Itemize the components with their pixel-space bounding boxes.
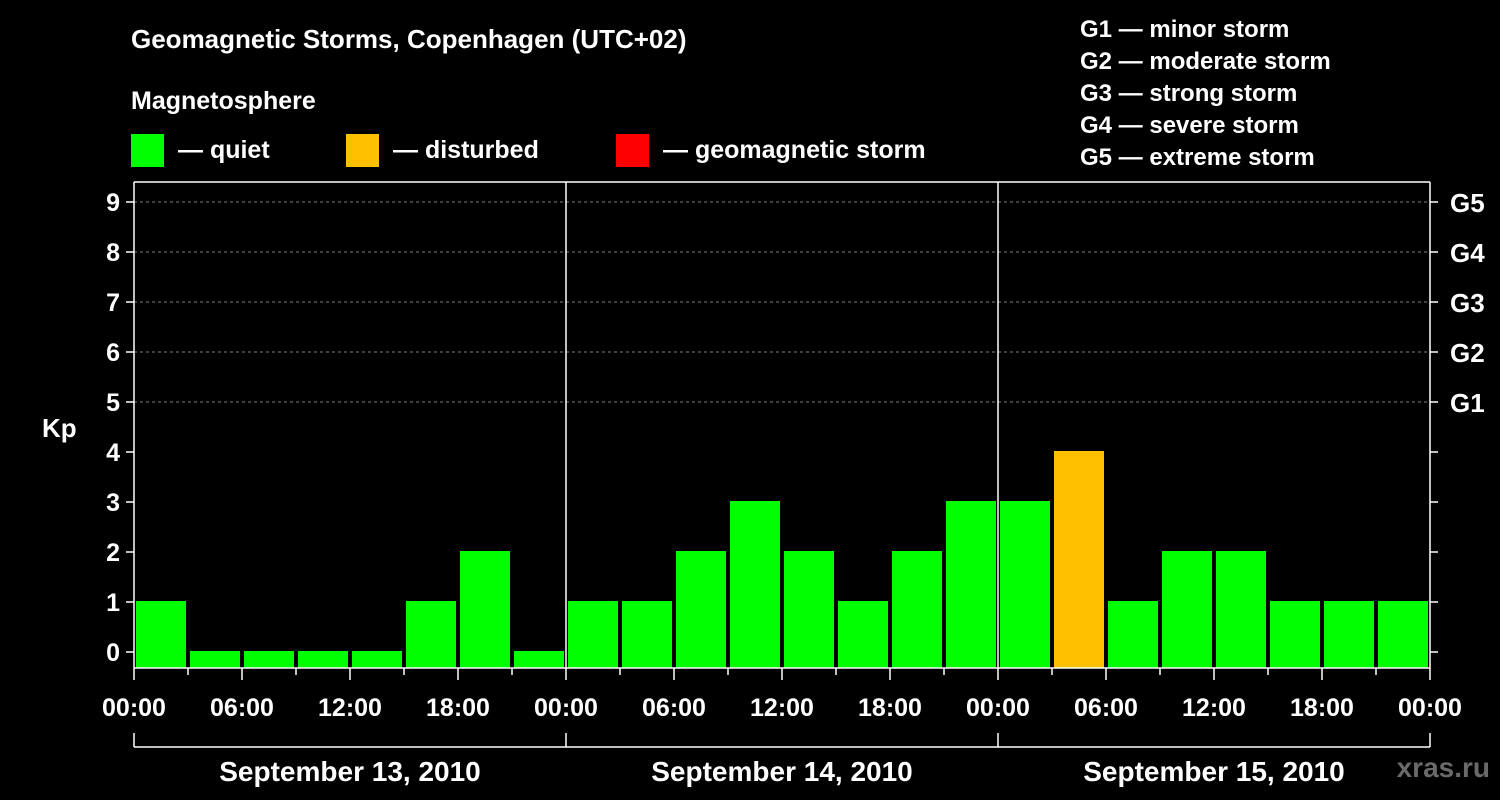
g-label-g4: G4	[1450, 238, 1485, 268]
quiet-swatch	[131, 133, 164, 167]
legend-label-disturbed: — disturbed	[393, 135, 539, 164]
y-tick-label-5: 5	[106, 389, 120, 417]
storm-level-g3: G3 — strong storm	[1080, 80, 1298, 107]
storm-swatch	[616, 133, 649, 167]
kp-bar-23	[1378, 601, 1428, 668]
y-tick-label-9: 9	[106, 189, 120, 217]
y-tick-label-0: 0	[106, 639, 120, 667]
kp-bar-6	[460, 551, 510, 668]
kp-bar-18	[1108, 601, 1158, 668]
x-tick-label-1: 06:00	[210, 694, 274, 722]
y-tick-label-2: 2	[106, 539, 120, 567]
storm-level-g5: G5 — extreme storm	[1080, 144, 1315, 171]
y-axis-label: Kp	[42, 413, 77, 443]
kp-bar-19	[1162, 551, 1212, 668]
kp-bar-8	[568, 601, 618, 668]
kp-bar-4	[352, 651, 402, 668]
kp-bar-16	[1000, 501, 1050, 668]
x-tick-label-3: 18:00	[426, 694, 490, 722]
kp-bar-15	[946, 501, 996, 668]
kp-bar-21	[1270, 601, 1320, 668]
legend-item-quiet: — quiet	[131, 133, 270, 167]
kp-bar-5	[406, 601, 456, 668]
y-tick-label-7: 7	[106, 289, 120, 317]
x-tick-label-9: 06:00	[1074, 694, 1138, 722]
magnetosphere-heading: Magnetosphere	[131, 87, 316, 115]
storm-level-g4: G4 — severe storm	[1080, 112, 1299, 139]
y-tick-label-6: 6	[106, 339, 120, 367]
kp-bar-12	[784, 551, 834, 668]
chart-title: Geomagnetic Storms, Copenhagen (UTC+02)	[131, 24, 687, 54]
kp-bar-22	[1324, 601, 1374, 668]
y-tick-label-8: 8	[106, 239, 120, 267]
y-tick-label-3: 3	[106, 489, 120, 517]
kp-bar-1	[190, 651, 240, 668]
day-label-1: September 14, 2010	[651, 756, 913, 787]
kp-bar-11	[730, 501, 780, 668]
y-tick-label-4: 4	[106, 439, 120, 467]
kp-bar-2	[244, 651, 294, 668]
kp-bar-17	[1054, 451, 1104, 668]
day-label-2: September 15, 2010	[1083, 756, 1345, 787]
kp-bar-14	[892, 551, 942, 668]
kp-bar-7	[514, 651, 564, 668]
g-label-g2: G2	[1450, 338, 1485, 368]
y-tick-label-1: 1	[106, 589, 120, 617]
x-tick-label-6: 12:00	[750, 694, 814, 722]
storm-level-g2: G2 — moderate storm	[1080, 48, 1331, 75]
x-tick-label-4: 00:00	[534, 694, 598, 722]
x-tick-label-2: 12:00	[318, 694, 382, 722]
watermark: xras.ru	[1396, 752, 1490, 783]
legend-item-disturbed: — disturbed	[346, 133, 539, 167]
g-label-g3: G3	[1450, 288, 1485, 318]
kp-bar-0	[136, 601, 186, 668]
x-tick-label-5: 06:00	[642, 694, 706, 722]
legend-item-storm: — geomagnetic storm	[616, 133, 926, 167]
kp-bar-13	[838, 601, 888, 668]
x-tick-label-7: 18:00	[858, 694, 922, 722]
legend-label-storm: — geomagnetic storm	[663, 135, 926, 164]
x-tick-label-11: 18:00	[1290, 694, 1354, 722]
kp-bar-10	[676, 551, 726, 668]
x-tick-label-8: 00:00	[966, 694, 1030, 722]
kp-bar-3	[298, 651, 348, 668]
x-tick-label-10: 12:00	[1182, 694, 1246, 722]
legend-label-quiet: — quiet	[178, 135, 270, 164]
storm-level-g1: G1 — minor storm	[1080, 16, 1290, 43]
kp-bar-20	[1216, 551, 1266, 668]
kp-bar-9	[622, 601, 672, 668]
x-tick-label-0: 00:00	[102, 694, 166, 722]
g-label-g1: G1	[1450, 388, 1485, 418]
disturbed-swatch	[346, 133, 379, 167]
day-label-0: September 13, 2010	[219, 756, 481, 787]
x-tick-label-12: 00:00	[1398, 694, 1462, 722]
storm-level-list: G1 — minor storm G2 — moderate storm G3 …	[1080, 14, 1331, 174]
g-label-g5: G5	[1450, 188, 1485, 218]
